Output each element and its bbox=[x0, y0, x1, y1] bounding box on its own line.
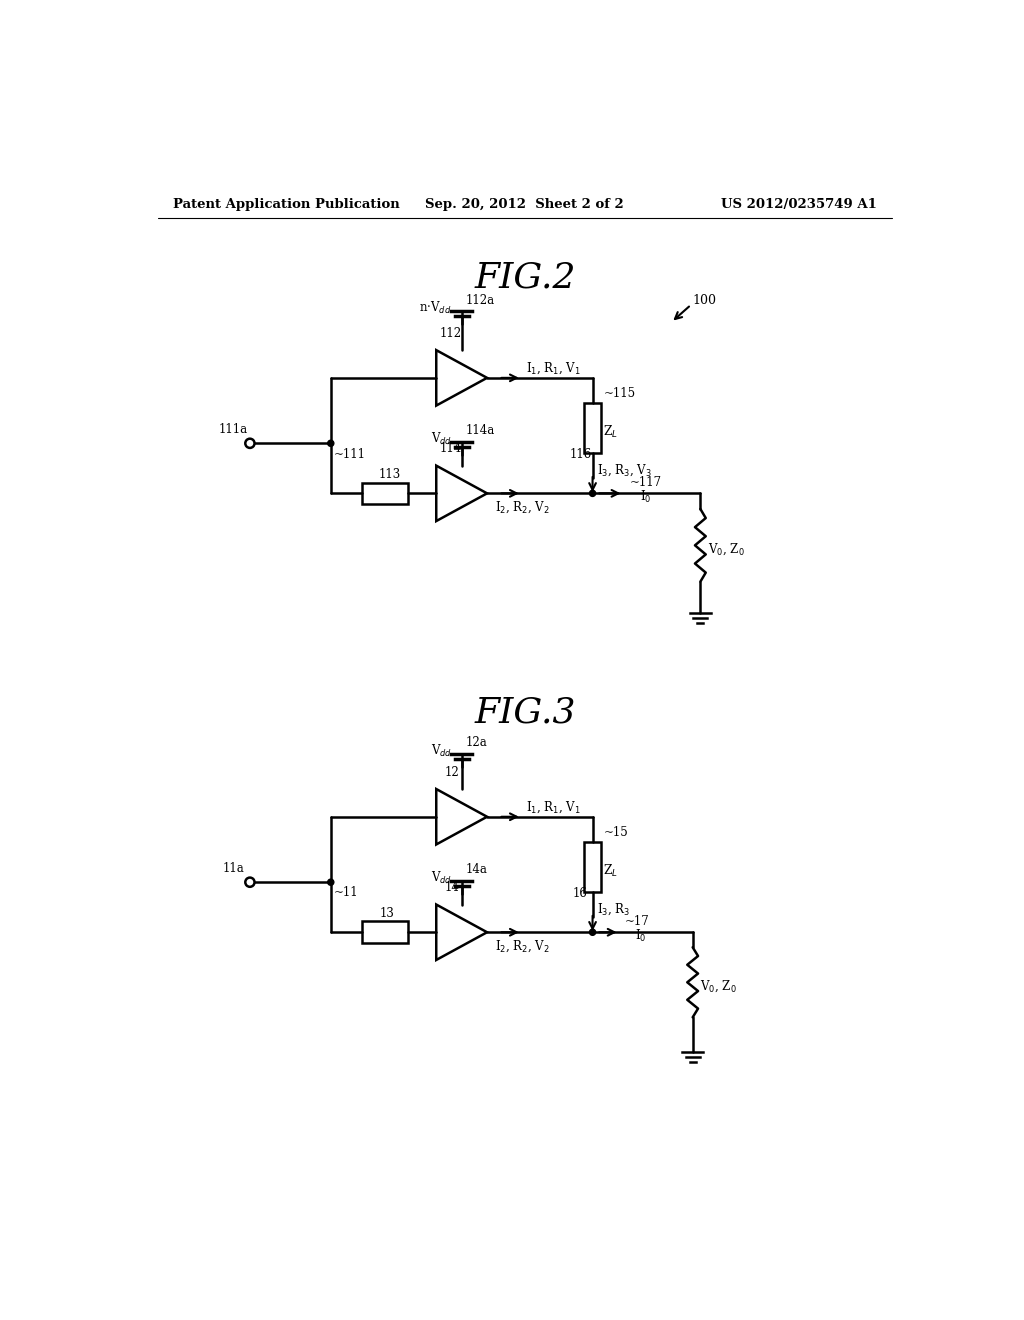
Text: 114a: 114a bbox=[466, 425, 495, 437]
Text: ~111: ~111 bbox=[334, 447, 366, 461]
Text: Z$_L$: Z$_L$ bbox=[603, 424, 618, 440]
Text: US 2012/0235749 A1: US 2012/0235749 A1 bbox=[721, 198, 877, 211]
Text: Sep. 20, 2012  Sheet 2 of 2: Sep. 20, 2012 Sheet 2 of 2 bbox=[425, 198, 625, 211]
Text: V$_0$, Z$_0$: V$_0$, Z$_0$ bbox=[700, 978, 737, 994]
Bar bbox=[584, 842, 601, 892]
Text: I$_3$, R$_3$: I$_3$, R$_3$ bbox=[597, 902, 631, 917]
Text: 11a: 11a bbox=[223, 862, 245, 875]
Bar bbox=[584, 403, 601, 453]
Circle shape bbox=[328, 441, 334, 446]
Text: Patent Application Publication: Patent Application Publication bbox=[173, 198, 399, 211]
Text: 116: 116 bbox=[569, 449, 592, 462]
Text: I$_2$, R$_2$, V$_2$: I$_2$, R$_2$, V$_2$ bbox=[495, 939, 550, 954]
Text: ~17: ~17 bbox=[625, 915, 649, 928]
Text: 114: 114 bbox=[440, 442, 463, 455]
Text: V$_{dd}$: V$_{dd}$ bbox=[431, 870, 452, 886]
Text: 111a: 111a bbox=[219, 422, 248, 436]
Text: I$_2$, R$_2$, V$_2$: I$_2$, R$_2$, V$_2$ bbox=[495, 499, 550, 515]
Text: 12a: 12a bbox=[466, 737, 487, 750]
Text: Z$_L$: Z$_L$ bbox=[603, 862, 618, 879]
Text: 14a: 14a bbox=[466, 863, 487, 876]
Text: 13: 13 bbox=[380, 907, 395, 920]
Text: 112: 112 bbox=[440, 326, 462, 339]
Text: V$_0$, Z$_0$: V$_0$, Z$_0$ bbox=[708, 541, 744, 557]
Text: ~115: ~115 bbox=[603, 387, 636, 400]
Text: FIG.3: FIG.3 bbox=[474, 696, 575, 730]
Text: 12: 12 bbox=[444, 766, 460, 779]
Text: I$_1$, R$_1$, V$_1$: I$_1$, R$_1$, V$_1$ bbox=[525, 800, 581, 816]
Text: ~15: ~15 bbox=[603, 825, 628, 838]
Text: ~117: ~117 bbox=[630, 477, 662, 490]
Text: 16: 16 bbox=[572, 887, 588, 900]
Bar bbox=[361, 921, 408, 942]
Text: 14: 14 bbox=[444, 880, 460, 894]
Text: I$_1$, R$_1$, V$_1$: I$_1$, R$_1$, V$_1$ bbox=[525, 360, 581, 376]
Bar bbox=[361, 483, 408, 504]
Text: 100: 100 bbox=[692, 294, 717, 308]
Circle shape bbox=[590, 929, 596, 936]
Text: FIG.2: FIG.2 bbox=[474, 261, 575, 294]
Text: V$_{dd}$: V$_{dd}$ bbox=[431, 742, 452, 759]
Circle shape bbox=[590, 490, 596, 496]
Text: I$_3$, R$_3$, V$_3$: I$_3$, R$_3$, V$_3$ bbox=[597, 462, 652, 478]
Text: n·V$_{dd}$: n·V$_{dd}$ bbox=[419, 300, 452, 315]
Circle shape bbox=[328, 879, 334, 886]
Text: I$_0$: I$_0$ bbox=[640, 490, 651, 506]
Text: V$_{dd}$: V$_{dd}$ bbox=[431, 430, 452, 446]
Text: 112a: 112a bbox=[466, 293, 495, 306]
Text: I$_0$: I$_0$ bbox=[635, 928, 646, 944]
Text: 113: 113 bbox=[379, 469, 400, 482]
Text: ~11: ~11 bbox=[334, 887, 358, 899]
